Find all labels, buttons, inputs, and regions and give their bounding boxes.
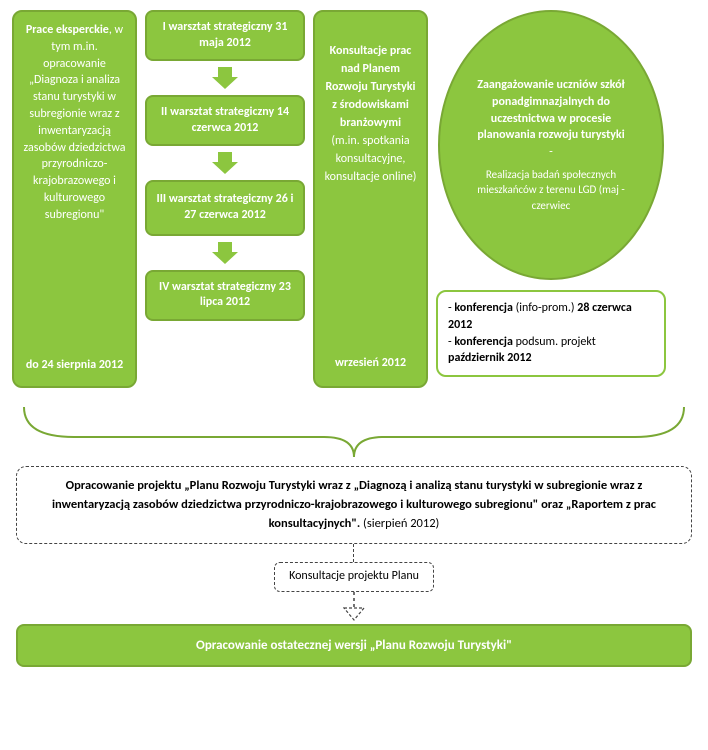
col3-date: wrzesień 2012 (323, 356, 418, 370)
ellipse-body: Realizacja badań społecznych mieszkańców… (466, 167, 636, 213)
col3-body: (m.in. spotkania konsultacyjne, konsulta… (325, 134, 417, 184)
col3-title: Konsultacje prac nad Planem Rozwoju Tury… (326, 44, 416, 130)
workshop-2: II warsztat strategiczny 14 czerwca 2012 (145, 95, 305, 146)
workshop-4: IV warsztat strategiczny 23 lipca 2012 (145, 270, 305, 321)
col3-text: Konsultacje prac nad Planem Rozwoju Tury… (323, 42, 418, 186)
mid-flow: Konsultacje projektu Planu (16, 544, 692, 622)
conf-line-1: - konferencja (info-prom.) 28 czerwca 20… (448, 300, 654, 334)
conference-box: - konferencja (info-prom.) 28 czerwca 20… (436, 290, 666, 377)
dashed-arrow-down-icon (343, 592, 365, 622)
col1-date: do 24 sierpnia 2012 (20, 358, 129, 372)
right-column: Zaangażowanie uczniów szkół ponadgimnazj… (436, 10, 666, 377)
expert-work-box: Prace eksperckie, w tym m.in. opracowani… (12, 10, 137, 388)
workshop-1: I warsztat strategiczny 31 maja 2012 (145, 10, 305, 61)
conf-line-2: - konferencja podsum. projekt październi… (448, 334, 654, 368)
col1-title: Prace eksperckie (26, 23, 109, 37)
top-row: Prace eksperckie, w tym m.in. opracowani… (0, 0, 708, 388)
conf1-mid: (info-prom.) (513, 301, 577, 315)
students-ellipse: Zaangażowanie uczniów szkół ponadgimnazj… (438, 10, 664, 280)
ellipse-title: Zaangażowanie uczniów szkół ponadgimnazj… (466, 77, 636, 144)
conf2-date: październik 2012 (448, 351, 532, 365)
expert-work-text: Prace eksperckie, w tym m.in. opracowani… (20, 22, 129, 224)
consult-plan-box: Konsultacje projektu Planu (274, 562, 434, 592)
arrow-down-icon (212, 242, 238, 264)
arrow-down-icon (212, 67, 238, 89)
dashed-line-icon (353, 544, 355, 562)
project-draft-box: Opracowanie projektu „Planu Rozwoju Tury… (16, 466, 692, 544)
curly-brace-icon (14, 402, 694, 460)
ellipse-sep: - (466, 144, 636, 161)
conf2-bold: konferencja (454, 335, 513, 349)
consultations-box: Konsultacje prac nad Planem Rozwoju Tury… (313, 10, 428, 388)
dashed1-rest: (sierpień 2012) (360, 516, 439, 531)
dashed1-bold: Opracowanie projektu „Planu Rozwoju Tury… (52, 478, 656, 531)
brace-svg (14, 402, 694, 460)
workshops-column: I warsztat strategiczny 31 maja 2012 II … (145, 10, 305, 321)
conf1-bold: konferencja (454, 301, 513, 315)
col1-body: , w tym m.in. opracowanie „Diagnoza i an… (23, 23, 125, 222)
final-version-box: Opracowanie ostatecznej wersji „Planu Ro… (16, 624, 692, 667)
workshop-3: III warsztat strategiczny 26 i 27 czerwc… (145, 180, 305, 235)
conf2-rest: podsum. projekt (513, 335, 596, 349)
arrow-down-icon (212, 152, 238, 174)
